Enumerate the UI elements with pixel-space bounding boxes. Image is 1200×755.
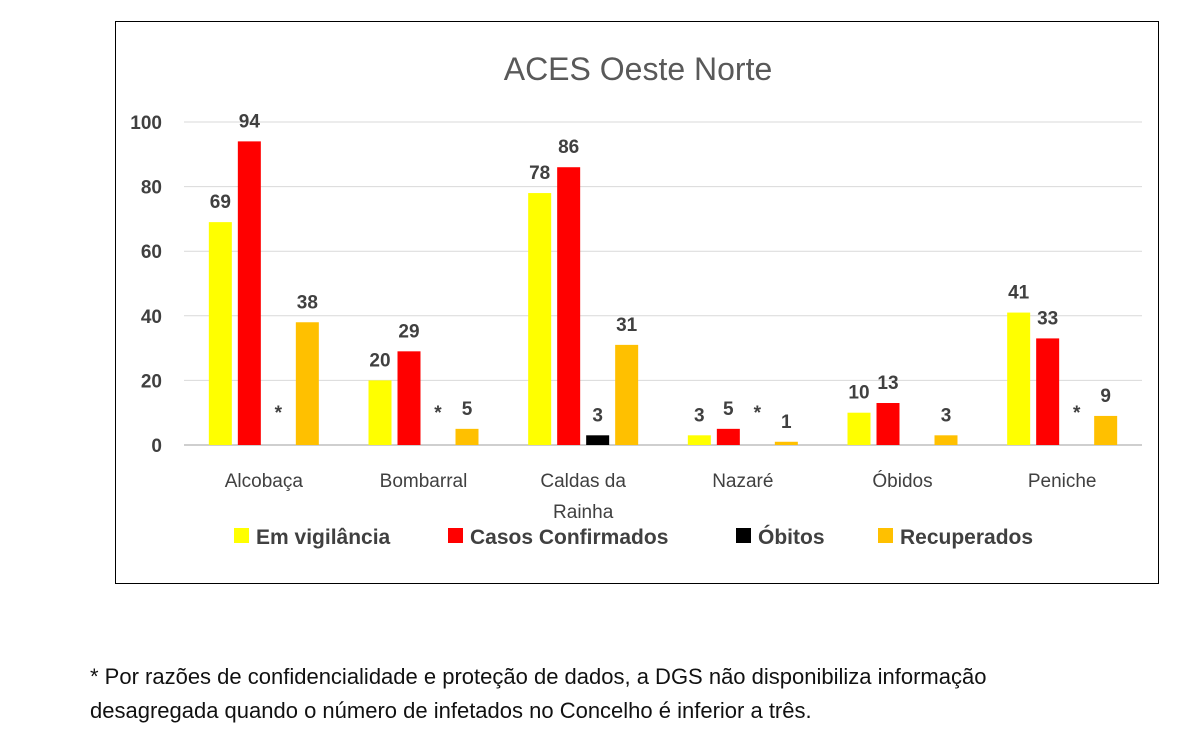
legend: Em vigilância Casos Confirmados Óbitos Recu… <box>234 525 1033 549</box>
category-label: Bombarral <box>380 471 468 492</box>
bar <box>557 167 581 445</box>
x-axis-categories: Alcobaça Bombarral Caldas da Rainha Nazaré Ób… <box>225 470 1097 523</box>
data-label: 3 <box>592 405 603 426</box>
category-label: Nazaré <box>712 471 773 492</box>
category-label: Peniche <box>1028 471 1097 492</box>
data-label: 33 <box>1037 308 1058 329</box>
y-tick-label: 100 <box>130 113 162 134</box>
footnote-line-2: desagregada quando o número de infetados… <box>90 698 812 723</box>
y-tick-label: 20 <box>141 371 162 392</box>
category-label: Caldas da <box>540 471 626 492</box>
legend-label: Casos Confirmados <box>470 526 668 549</box>
data-label: 31 <box>616 315 638 336</box>
footnote: * Por razões de confidencialidade e prot… <box>90 660 1170 728</box>
data-label: 10 <box>848 383 869 404</box>
bar <box>687 435 711 445</box>
bar <box>368 380 392 445</box>
y-tick-label: 40 <box>141 307 162 328</box>
data-label: 69 <box>210 192 231 213</box>
chart-frame: ACES Oeste Norte 0 20 40 60 80 100 69 94 * 38 20 2… <box>115 21 1159 584</box>
data-label: 1 <box>781 412 792 433</box>
data-label: 86 <box>558 137 579 158</box>
confidential-marker: * <box>275 403 283 424</box>
bar <box>586 435 610 445</box>
bar <box>876 403 900 445</box>
legend-label: Recuperados <box>900 526 1033 549</box>
category-label: Óbidos <box>872 470 932 492</box>
legend-label: Óbitos <box>758 525 825 549</box>
y-tick-label: 60 <box>141 242 162 263</box>
bar <box>847 412 871 445</box>
data-label: 3 <box>941 405 952 426</box>
data-label: 9 <box>1100 386 1111 407</box>
y-axis-ticks: 0 20 40 60 80 100 <box>130 113 162 457</box>
category-label: Alcobaça <box>225 471 304 492</box>
legend-swatch <box>448 528 463 543</box>
data-label: 78 <box>529 163 550 184</box>
data-label: 20 <box>369 350 390 371</box>
data-label: 38 <box>297 292 318 313</box>
data-label: 94 <box>239 111 261 132</box>
legend-label: Em vigilância <box>256 526 391 549</box>
bar <box>528 193 552 445</box>
y-tick-label: 0 <box>151 436 162 457</box>
bar <box>774 441 798 445</box>
bar <box>237 141 261 445</box>
bar <box>615 344 639 445</box>
footnote-line-1: * Por razões de confidencialidade e prot… <box>90 664 987 689</box>
data-label: 5 <box>462 399 473 420</box>
category-label: Rainha <box>553 502 614 523</box>
gridlines <box>184 121 1142 446</box>
legend-swatch <box>234 528 249 543</box>
bar <box>295 322 319 445</box>
bar <box>208 222 232 445</box>
data-label: 13 <box>877 373 898 394</box>
legend-swatch <box>878 528 893 543</box>
bar <box>1094 415 1118 445</box>
bar <box>716 428 740 445</box>
data-label: 5 <box>723 399 734 420</box>
confidential-marker: * <box>754 403 762 424</box>
confidential-marker: * <box>1073 403 1081 424</box>
data-label: 29 <box>398 321 419 342</box>
confidential-marker: * <box>434 403 442 424</box>
bar <box>934 435 958 445</box>
chart-title: ACES Oeste Norte <box>504 51 773 87</box>
bars <box>208 141 1118 445</box>
data-label: 41 <box>1008 283 1030 304</box>
bar <box>455 428 479 445</box>
bar <box>1007 312 1031 445</box>
legend-swatch <box>736 528 751 543</box>
y-tick-label: 80 <box>141 178 162 199</box>
bar <box>397 351 421 445</box>
bar-chart: ACES Oeste Norte 0 20 40 60 80 100 69 94 * 38 20 2… <box>130 51 1142 549</box>
data-label: 3 <box>694 405 705 426</box>
bar <box>1036 338 1060 445</box>
